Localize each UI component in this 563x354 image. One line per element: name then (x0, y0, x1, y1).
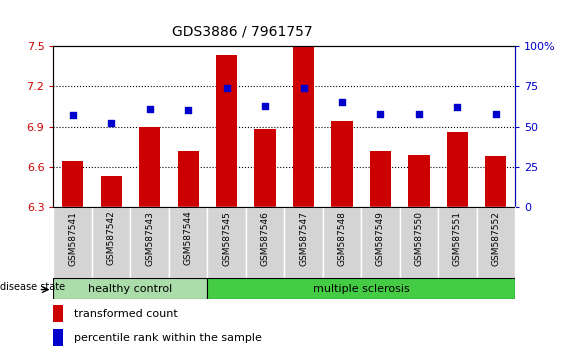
Text: GSM587542: GSM587542 (107, 211, 115, 266)
Text: GSM587549: GSM587549 (376, 211, 385, 266)
Point (145, 106, 154, 112)
FancyBboxPatch shape (361, 207, 400, 278)
Text: GSM587545: GSM587545 (222, 211, 231, 266)
Text: healthy control: healthy control (88, 284, 172, 293)
Bar (332, 121, 352, 207)
Text: GSM587552: GSM587552 (491, 211, 501, 266)
Text: multiple sclerosis: multiple sclerosis (313, 284, 410, 293)
Point (222, 85, 231, 91)
Point (376, 111, 385, 116)
Bar (216, 56, 237, 207)
Text: GSM587548: GSM587548 (338, 211, 346, 266)
Text: transformed count: transformed count (74, 309, 178, 319)
Point (414, 111, 423, 116)
Text: GDS3886 / 7961757: GDS3886 / 7961757 (172, 25, 312, 39)
Point (453, 104, 462, 110)
FancyBboxPatch shape (323, 207, 361, 278)
Text: disease state: disease state (0, 282, 65, 292)
Point (68, 113, 77, 118)
Bar (177, 151, 199, 207)
Text: GSM587543: GSM587543 (145, 211, 154, 266)
Point (184, 108, 193, 113)
FancyBboxPatch shape (438, 207, 477, 278)
FancyBboxPatch shape (53, 207, 92, 278)
Bar (62, 161, 83, 207)
FancyBboxPatch shape (207, 207, 246, 278)
Point (299, 85, 308, 91)
FancyBboxPatch shape (400, 207, 438, 278)
Text: percentile rank within the sample: percentile rank within the sample (74, 332, 262, 343)
Bar (53, 329, 62, 346)
Bar (101, 176, 122, 207)
FancyBboxPatch shape (169, 207, 207, 278)
Bar (254, 129, 276, 207)
FancyBboxPatch shape (284, 207, 323, 278)
FancyBboxPatch shape (92, 207, 131, 278)
Bar (53, 305, 62, 322)
Text: GSM587550: GSM587550 (414, 211, 423, 266)
FancyBboxPatch shape (207, 278, 515, 299)
Point (261, 103, 270, 108)
Text: GSM587546: GSM587546 (261, 211, 270, 266)
FancyBboxPatch shape (246, 207, 284, 278)
FancyBboxPatch shape (131, 207, 169, 278)
Bar (485, 156, 507, 207)
Point (337, 99, 346, 105)
FancyBboxPatch shape (53, 278, 207, 299)
Text: GSM587547: GSM587547 (299, 211, 308, 266)
Bar (447, 132, 468, 207)
Bar (139, 126, 160, 207)
Point (491, 111, 501, 116)
Point (107, 120, 116, 126)
Bar (293, 47, 314, 207)
Bar (370, 151, 391, 207)
Text: GSM587541: GSM587541 (68, 211, 77, 266)
Text: GSM587551: GSM587551 (453, 211, 462, 266)
Text: GSM587544: GSM587544 (184, 211, 193, 266)
FancyBboxPatch shape (477, 207, 515, 278)
Bar (408, 155, 430, 207)
